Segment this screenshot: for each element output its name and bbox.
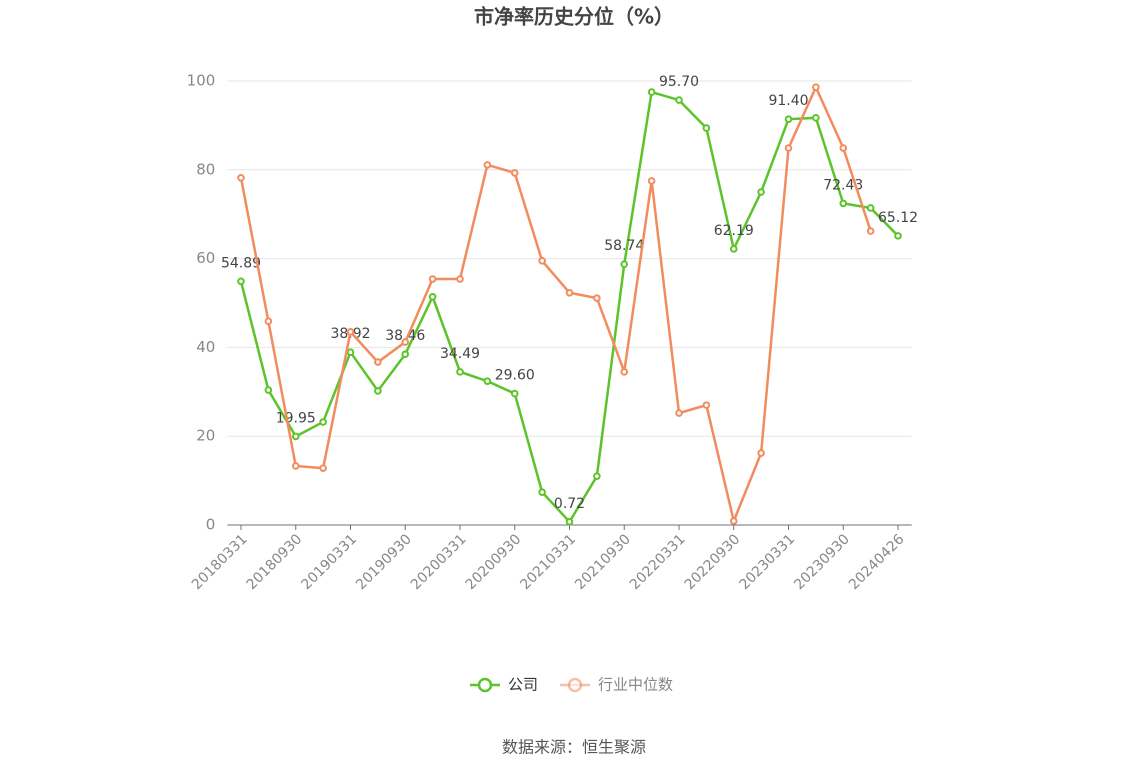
x-tick-label: 20190331 [298, 531, 360, 593]
point [839, 144, 848, 152]
point [620, 368, 629, 376]
value-label: 38.46 [385, 328, 425, 344]
point [620, 260, 629, 268]
point [757, 449, 765, 457]
point [702, 124, 711, 132]
series-line [239, 90, 899, 524]
series-line [239, 84, 872, 526]
legend-label: 公司 [508, 676, 538, 694]
point [866, 204, 875, 212]
value-label: 58.74 [604, 238, 644, 254]
point [456, 275, 464, 283]
y-tick-label: 20 [196, 427, 215, 445]
value-label: 0.72 [554, 496, 585, 512]
point [538, 488, 546, 496]
x-tick-label: 20200331 [408, 531, 470, 593]
point [593, 294, 601, 302]
value-label: 91.40 [768, 93, 808, 109]
x-tick-label: 20210331 [517, 531, 579, 593]
legend-item: 行业中位数 [560, 676, 673, 694]
point [374, 387, 382, 395]
x-tick-label: 20220930 [682, 531, 744, 593]
y-tick-label: 80 [196, 160, 215, 178]
point [757, 188, 765, 196]
legend-marker [567, 677, 583, 693]
point [565, 288, 574, 297]
point [812, 83, 820, 92]
value-label: 19.95 [276, 410, 316, 426]
y-tick-label: 60 [196, 249, 215, 267]
point [428, 275, 437, 283]
y-tick-label: 40 [196, 338, 215, 356]
point [565, 518, 574, 526]
point [894, 232, 902, 240]
point [510, 389, 519, 398]
legend-item: 公司 [470, 676, 538, 694]
value-label: 65.12 [878, 210, 918, 226]
point [647, 177, 656, 185]
point [729, 517, 738, 525]
point [401, 350, 410, 359]
chart-title: 市净率历史分位（%） [474, 5, 674, 29]
point [675, 409, 683, 417]
point [675, 96, 683, 104]
point [483, 161, 492, 169]
point [374, 358, 382, 366]
legend-label: 行业中位数 [598, 676, 673, 694]
point [237, 277, 245, 286]
x-tick-label: 20200930 [463, 531, 525, 593]
x-tick-label: 20230331 [736, 531, 798, 593]
point [483, 377, 492, 385]
x-tick-label: 20180930 [244, 531, 306, 593]
source: 数据来源：恒生聚源 [502, 738, 646, 757]
point [538, 257, 546, 265]
value-label: 34.49 [440, 346, 480, 362]
point [593, 472, 601, 480]
point [839, 199, 848, 208]
y-tick-label: 100 [187, 72, 216, 90]
x-tick-label: 20190930 [353, 531, 415, 593]
value-label: 29.60 [495, 368, 535, 384]
value-label: 95.70 [659, 74, 699, 90]
point [647, 88, 656, 96]
point [784, 144, 793, 152]
point [291, 462, 300, 470]
point [319, 418, 327, 426]
x-tick-label: 20230930 [791, 531, 853, 593]
point [510, 169, 519, 177]
value-label: 62.19 [714, 223, 754, 239]
legend-marker [477, 677, 493, 693]
point [237, 173, 245, 182]
point [784, 115, 793, 123]
point [291, 432, 300, 441]
value-label: 54.89 [221, 255, 261, 271]
point [428, 292, 437, 301]
x-tick-label: 20180331 [189, 531, 251, 593]
x-tick-label: 20240426 [846, 531, 908, 593]
point [264, 317, 273, 326]
point [456, 368, 464, 376]
point [812, 114, 820, 122]
point [319, 464, 327, 472]
point [401, 338, 410, 346]
point [346, 348, 355, 356]
point [729, 245, 738, 253]
point [702, 401, 711, 409]
point [346, 328, 355, 336]
x-tick-label: 20210930 [572, 531, 634, 593]
point [264, 386, 273, 394]
x-tick-label: 20220331 [627, 531, 689, 593]
point [866, 227, 875, 235]
y-tick-label: 0 [206, 516, 216, 534]
